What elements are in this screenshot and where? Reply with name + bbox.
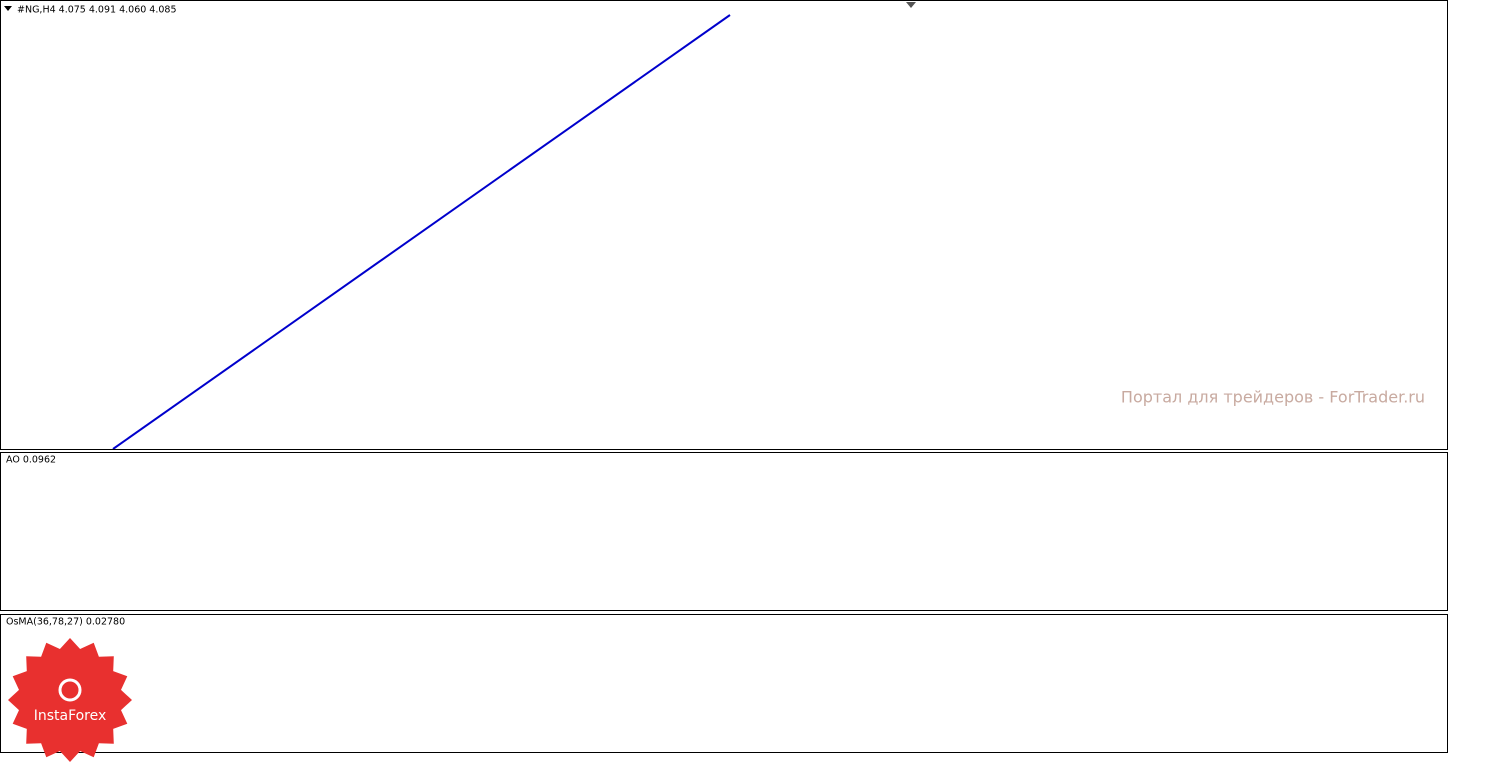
logo-icon [58,678,82,702]
main-frame [0,0,1448,450]
osma-title: OsMA(36,78,27) 0.02780 [6,617,125,628]
shift-marker [906,2,916,8]
logo: InstaForex [8,638,132,762]
logo-text: InstaForex [34,708,107,724]
watermark: Портал для трейдеров - ForTrader.ru [1121,388,1425,407]
trend-line[interactable] [112,14,731,450]
osma-frame [0,614,1448,753]
menu-arrow[interactable] [4,6,12,11]
ao-frame [0,452,1448,611]
chart-title: #NG,H4 4.075 4.091 4.060 4.085 [17,5,177,16]
ao-title: AO 0.0962 [6,455,56,466]
